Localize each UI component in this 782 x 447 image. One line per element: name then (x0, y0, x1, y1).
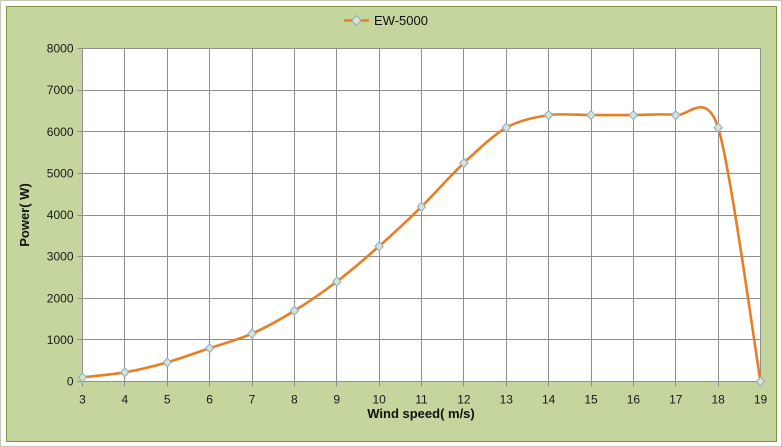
x-tick-label: 11 (415, 393, 428, 407)
x-axis-title: Wind speed( m/s) (367, 406, 475, 421)
x-tick-label: 4 (122, 393, 129, 407)
data-point-marker[interactable] (120, 366, 130, 378)
data-point-marker[interactable] (459, 157, 469, 169)
y-tick-label: 0 (67, 375, 74, 389)
x-tick-label: 18 (711, 393, 725, 407)
data-point-marker[interactable] (162, 356, 173, 368)
x-tick-label: 10 (372, 393, 386, 407)
data-point-marker[interactable] (289, 305, 300, 317)
data-point-marker[interactable] (670, 109, 681, 121)
data-point-marker[interactable] (77, 371, 88, 383)
data-point-marker[interactable] (331, 276, 342, 288)
y-tick-label: 7000 (47, 83, 74, 97)
plot-area: 0 1000 2000 3000 4000 5000 6000 7000 8000 3 4 5 6 7 8 9… (47, 42, 768, 407)
plot-border (82, 48, 761, 382)
x-tick-label: 3 (79, 393, 86, 407)
y-tick-label: 2000 (47, 291, 74, 305)
x-tick-label: 19 (754, 393, 768, 407)
legend-diamond-marker-icon (351, 14, 362, 27)
x-tick-label: 13 (500, 393, 514, 407)
x-tick-label: 17 (669, 393, 683, 407)
y-tick-label: 5000 (47, 166, 74, 180)
y-tick-label: 8000 (47, 42, 74, 56)
x-tick-label: 8 (291, 393, 298, 407)
x-tick-label: 15 (584, 393, 598, 407)
x-tick-label: 6 (206, 393, 213, 407)
x-tick-label: 7 (249, 393, 256, 407)
data-point-marker[interactable] (713, 122, 723, 133)
y-tick-label: 3000 (47, 250, 74, 264)
data-point-marker[interactable] (501, 122, 512, 133)
data-point-marker[interactable] (204, 342, 215, 354)
y-tick-label: 4000 (47, 208, 74, 222)
legend[interactable]: EW-5000 (344, 13, 428, 28)
x-tick-label: 9 (333, 393, 340, 407)
data-point-marker[interactable] (247, 328, 257, 340)
x-tick-label: 16 (627, 393, 641, 407)
y-tick-label: 1000 (47, 333, 74, 347)
legend-series-label: EW-5000 (374, 13, 428, 28)
y-tick-label: 6000 (47, 125, 74, 139)
data-point-marker[interactable] (628, 109, 639, 121)
x-tick-label: 5 (164, 393, 171, 407)
x-tick-label: 12 (457, 393, 471, 407)
data-point-marker[interactable] (586, 109, 596, 121)
data-point-marker[interactable] (755, 376, 766, 387)
y-axis-title: Power( W) (17, 183, 32, 247)
data-point-marker[interactable] (416, 201, 427, 213)
data-point-marker[interactable] (374, 240, 384, 252)
x-tick-label: 14 (542, 393, 556, 407)
data-point-marker[interactable] (543, 109, 554, 121)
